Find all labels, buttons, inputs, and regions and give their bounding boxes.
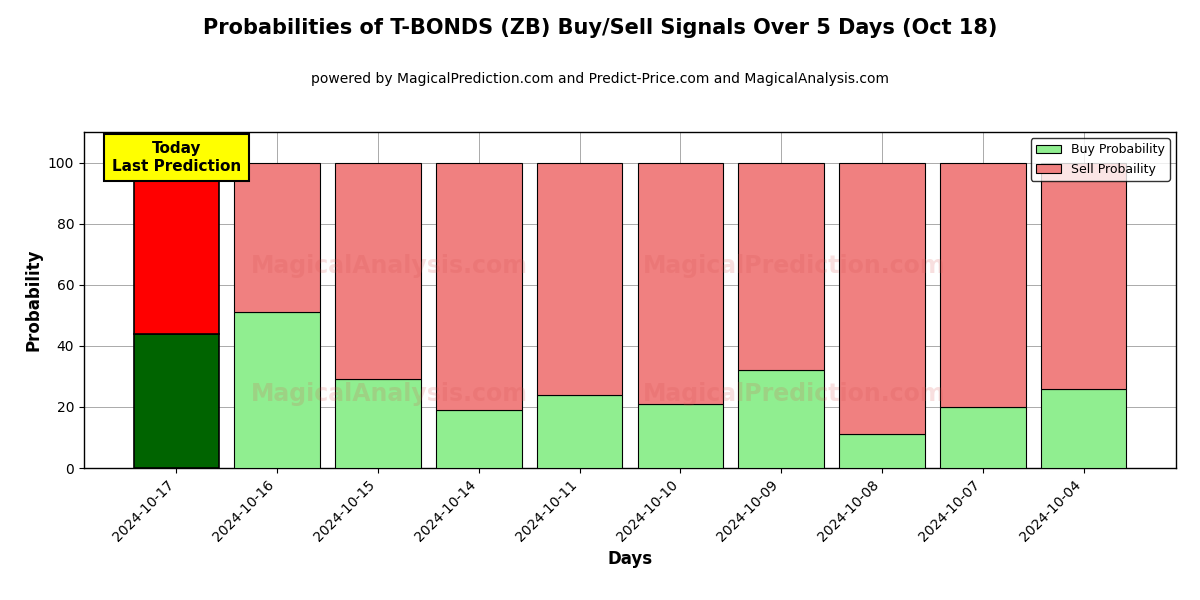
Text: Probabilities of T-BONDS (ZB) Buy/Sell Signals Over 5 Days (Oct 18): Probabilities of T-BONDS (ZB) Buy/Sell S… xyxy=(203,18,997,38)
Bar xyxy=(637,163,724,404)
Bar xyxy=(335,163,421,379)
Text: MagicalAnalysis.com: MagicalAnalysis.com xyxy=(251,254,528,278)
Bar xyxy=(940,163,1026,407)
Bar xyxy=(234,312,320,468)
Bar xyxy=(1040,389,1127,468)
Bar xyxy=(738,163,824,370)
Bar xyxy=(436,163,522,410)
Text: powered by MagicalPrediction.com and Predict-Price.com and MagicalAnalysis.com: powered by MagicalPrediction.com and Pre… xyxy=(311,72,889,86)
Bar xyxy=(1040,163,1127,389)
Bar xyxy=(133,163,220,334)
Text: MagicalPrediction.com: MagicalPrediction.com xyxy=(642,382,946,406)
Bar xyxy=(839,163,925,434)
Text: MagicalPrediction.com: MagicalPrediction.com xyxy=(642,254,946,278)
X-axis label: Days: Days xyxy=(607,550,653,568)
Text: MagicalAnalysis.com: MagicalAnalysis.com xyxy=(251,382,528,406)
Bar xyxy=(839,434,925,468)
Bar xyxy=(133,334,220,468)
Bar xyxy=(536,163,623,395)
Bar xyxy=(940,407,1026,468)
Y-axis label: Probability: Probability xyxy=(24,249,42,351)
Legend: Buy Probability, Sell Probaility: Buy Probability, Sell Probaility xyxy=(1031,138,1170,181)
Text: Today
Last Prediction: Today Last Prediction xyxy=(112,141,241,173)
Bar xyxy=(637,404,724,468)
Bar xyxy=(335,379,421,468)
Bar xyxy=(536,395,623,468)
Bar xyxy=(436,410,522,468)
Bar xyxy=(234,163,320,312)
Bar xyxy=(738,370,824,468)
